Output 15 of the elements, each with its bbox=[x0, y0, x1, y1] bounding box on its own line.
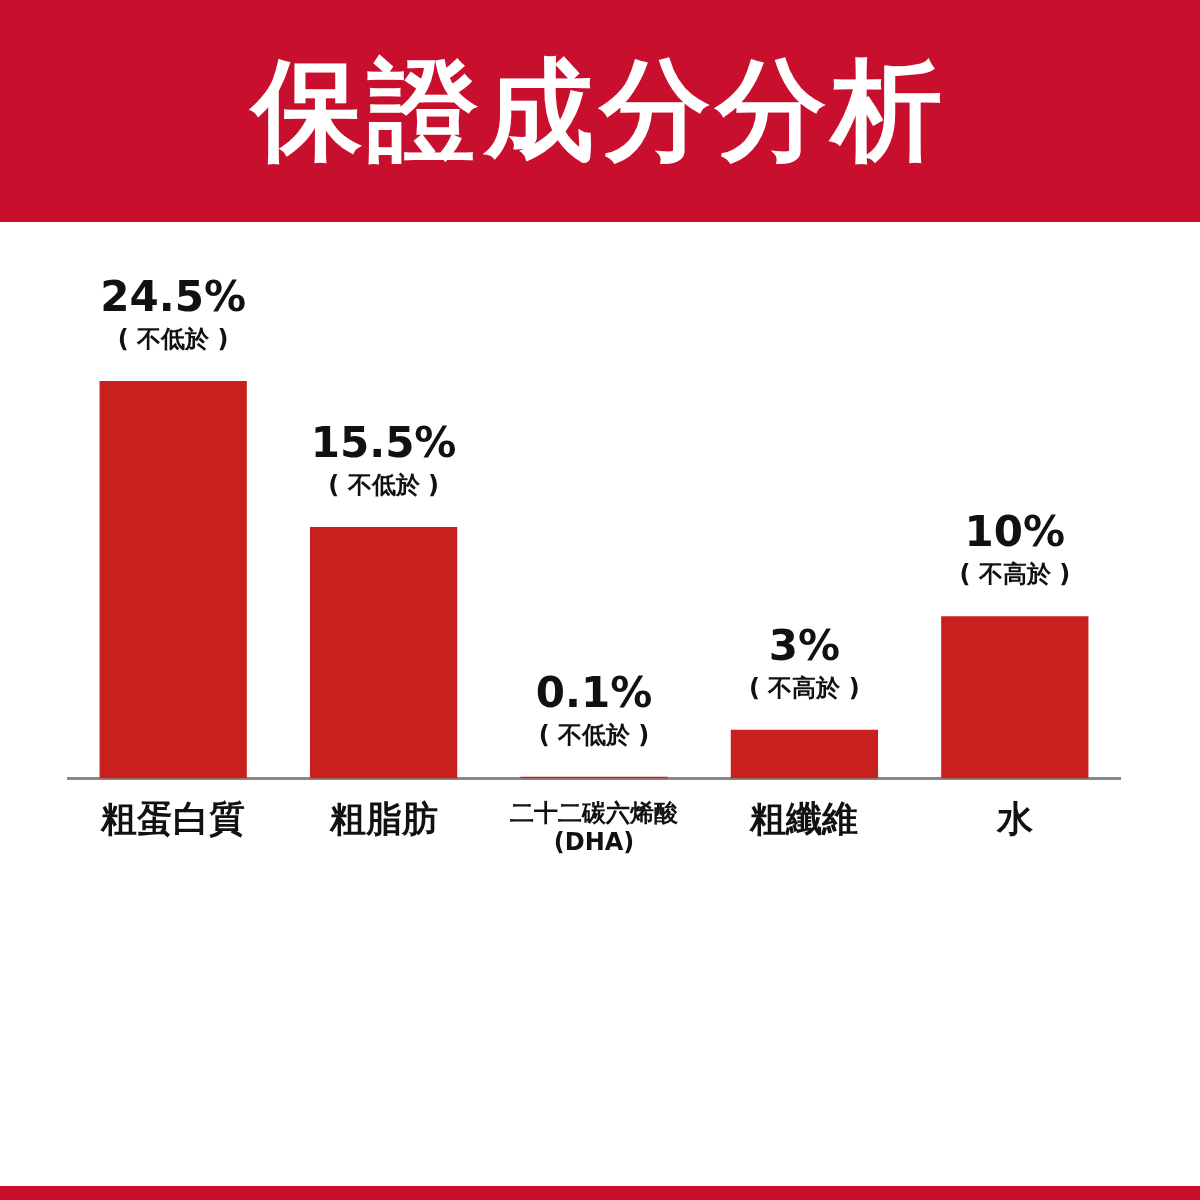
x-tick-label: 粗蛋白質 bbox=[100, 798, 246, 840]
bar bbox=[941, 616, 1089, 779]
x-tick-label: 水 bbox=[995, 798, 1033, 840]
x-tick-label: 二十二碳六烯酸 (DHA) bbox=[510, 799, 679, 856]
bar bbox=[730, 729, 879, 779]
x-tick-label: 粗脂肪 bbox=[328, 798, 438, 840]
data-label: 10% ( 不高於 ) bbox=[959, 507, 1071, 589]
data-label: 24.5% ( 不低於 ) bbox=[100, 271, 247, 354]
chart-title: 保證成分分析 bbox=[0, 0, 1200, 222]
data-label: 0.1% ( 不低於 ) bbox=[535, 667, 653, 750]
data-label: 15.5% ( 不低於 ) bbox=[310, 417, 457, 500]
bar bbox=[309, 527, 458, 779]
x-tick-label: 粗纖維 bbox=[749, 798, 859, 840]
data-label: 3% ( 不高於 ) bbox=[749, 620, 860, 702]
bar bbox=[99, 381, 247, 779]
